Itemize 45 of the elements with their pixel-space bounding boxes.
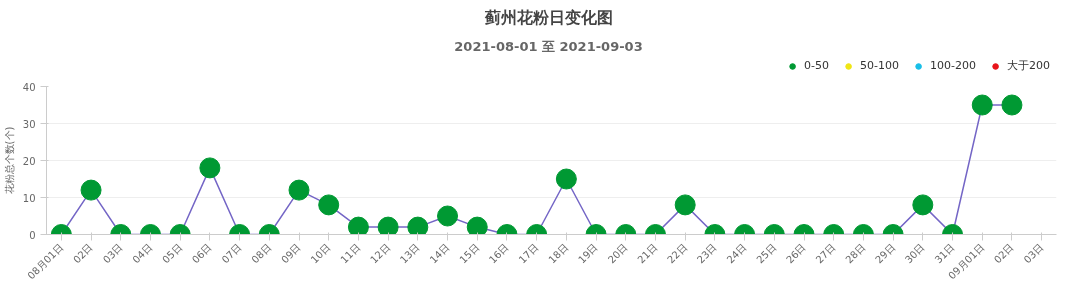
y-axis-title: 花粉总个数(个) — [3, 126, 15, 195]
legend-label: 100-200 — [930, 59, 976, 72]
y-tick-label: 30 — [22, 118, 36, 130]
x-tick-label: 02日 — [71, 241, 95, 266]
x-tick-label: 18日 — [546, 241, 571, 266]
x-tick-label: 20日 — [605, 241, 630, 266]
x-tick-label: 26日 — [784, 241, 808, 266]
x-tick-label: 22日 — [665, 241, 690, 266]
chart-title: 蓟州花粉日变化图 — [483, 7, 613, 27]
x-tick-label: 25日 — [754, 241, 779, 266]
x-tick-label: 24日 — [724, 241, 749, 266]
x-tick-label: 08月01日 — [25, 241, 66, 282]
x-tick-label: 09日 — [279, 241, 303, 266]
x-tick-label: 10日 — [308, 241, 333, 266]
x-tick-label: 30日 — [902, 241, 927, 266]
y-tick-label: 40 — [22, 81, 36, 93]
x-tick-label: 04日 — [130, 241, 155, 266]
y-tick-label: 20 — [22, 155, 36, 167]
legend-label: 0-50 — [804, 59, 830, 72]
x-tick-label: 06日 — [189, 241, 214, 266]
x-tick-label: 29日 — [873, 241, 898, 266]
x-tick-label: 12日 — [368, 241, 393, 266]
x-tick-label: 27日 — [813, 241, 838, 266]
x-tick-label: 15日 — [457, 241, 482, 266]
x-tick-label: 31日 — [932, 241, 957, 266]
x-tick-label: 03日 — [1021, 241, 1046, 266]
legend-label: 50-100 — [860, 59, 900, 72]
x-tick-label: 02日 — [991, 241, 1016, 266]
x-tick-label: 17日 — [516, 241, 541, 266]
x-tick-label: 21日 — [635, 241, 660, 266]
chart-subtitle: 2021-08-01 至 2021-09-03 — [454, 38, 643, 54]
x-tick-label: 07日 — [219, 241, 244, 266]
x-tick-label: 11日 — [338, 241, 363, 266]
x-tick-label: 28日 — [843, 241, 868, 266]
x-tick-label: 16日 — [486, 241, 511, 266]
y-tick-label: 0 — [29, 229, 36, 241]
x-tick-label: 19日 — [576, 241, 600, 266]
x-tick-label: 03日 — [100, 241, 125, 266]
x-tick-label: 08日 — [249, 241, 274, 266]
legend-label: 大于200 — [1007, 58, 1050, 73]
y-tick-label: 10 — [22, 192, 36, 204]
x-tick-label: 05日 — [160, 241, 185, 266]
x-tick-label: 14日 — [427, 241, 452, 266]
x-tick-label: 23日 — [694, 241, 719, 266]
x-tick-label: 13日 — [397, 241, 422, 266]
